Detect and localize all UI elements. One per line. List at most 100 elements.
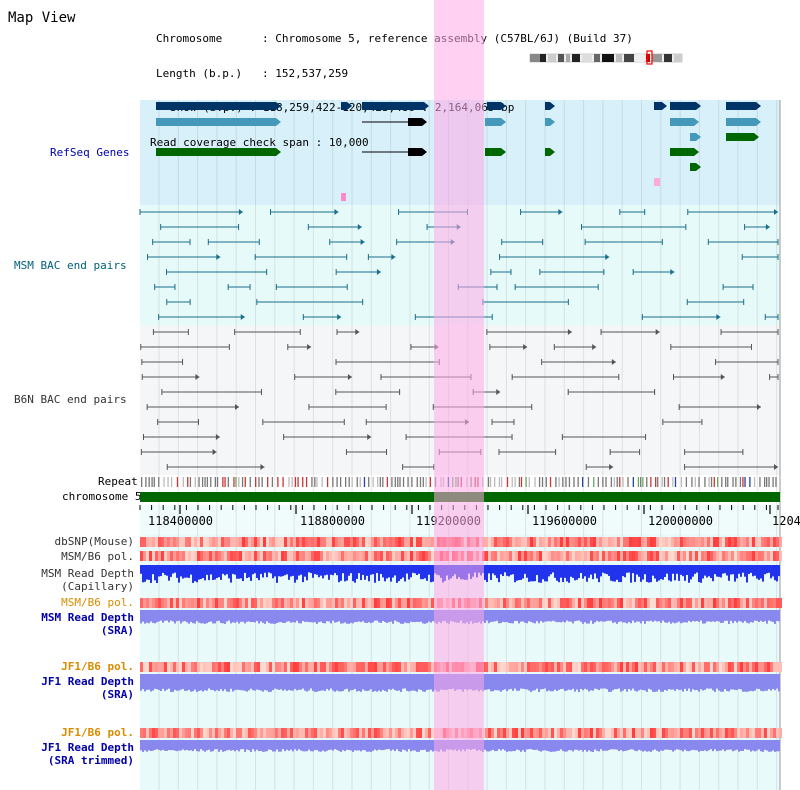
jf1-b6-pol-heat [641, 662, 644, 672]
b6n-bac-pair-end [260, 464, 265, 470]
msm-read-depth-capillary-bar [270, 565, 272, 574]
msm-b6-pol-2-heat [674, 598, 677, 608]
msm-b6-pol-2-heat [236, 598, 239, 608]
jf1-read-depth-sra-label[interactable]: JF1 Read Depth (SRA) [41, 675, 134, 701]
msm-b6-pol-heat [719, 551, 722, 561]
b6n-bac-label[interactable]: B6N BAC end pairs [14, 393, 127, 406]
jf1-b6-pol-heat [344, 662, 347, 672]
jf1-b6-pol-heat [719, 662, 722, 672]
jf1-read-depth-sra-bar [580, 674, 582, 689]
msm-b6-pol-2-heat [206, 598, 209, 608]
jf1-b6-pol-heat [497, 662, 500, 672]
msm-read-depth-capillary-bar [202, 565, 204, 579]
jf1-read-depth-sra-bar [280, 674, 282, 690]
msm-read-depth-capillary-bar [226, 565, 228, 575]
jf1-read-depth-trimmed-bar [328, 740, 330, 750]
gene-dark-arrow [424, 102, 429, 110]
msm-b6-pol-heat [428, 551, 431, 561]
repeat-mark [297, 477, 299, 487]
msm-read-depth-sra-bar [224, 610, 226, 624]
ideogram-band [530, 54, 540, 62]
jf1-b6-pol-2-label[interactable]: JF1/B6 pol. [61, 726, 134, 739]
repeat-label[interactable]: Repeat [98, 475, 138, 488]
jf1-read-depth-trimmed-bar [188, 740, 190, 751]
jf1-read-depth-trimmed-bar [232, 740, 234, 751]
jf1-read-depth-sra-bar [510, 674, 512, 689]
msm-read-depth-sra-bar [152, 610, 154, 623]
dbsnp-heat [230, 537, 233, 547]
msm-read-depth-sra-bar [662, 610, 664, 621]
jf1-read-depth-trimmed-bar [516, 740, 518, 750]
msm-read-depth-sra-bar [484, 610, 486, 623]
jf1-read-depth-sra-bar [652, 674, 654, 692]
msm-read-depth-capillary-bar [418, 565, 420, 574]
jf1-read-depth-trimmed-bar [628, 740, 630, 750]
jf1-b6-pol-2-heat [230, 728, 233, 738]
dbsnp-heat [767, 537, 770, 547]
repeat-mark [316, 477, 318, 487]
repeat-mark [141, 477, 143, 487]
msm-b6-pol-heat [278, 551, 281, 561]
msm-b6-pol-2-heat [551, 598, 554, 608]
msm-b6-pol-2-heat [410, 598, 413, 608]
msm-read-depth-sra-bar [268, 610, 270, 623]
jf1-b6-pol-heat [203, 662, 206, 672]
ideogram-band [652, 54, 662, 62]
dbsnp-label[interactable]: dbSNP(Mouse) [54, 535, 134, 548]
jf1-b6-pol-heat [668, 662, 671, 672]
jf1-read-depth-sra-bar [420, 674, 422, 690]
msm-read-depth-capillary-bar [290, 565, 292, 577]
jf1-read-depth-sra-bar [370, 674, 372, 690]
jf1-read-depth-sra-bar [240, 674, 242, 691]
msm-read-depth-capillary-bar [368, 565, 370, 582]
msm-b6-pol-2-heat [491, 598, 494, 608]
msm-read-depth-sra-bar [518, 610, 520, 624]
dbsnp-heat [689, 537, 692, 547]
msm-b6-pol-2-heat [419, 598, 422, 608]
selection-highlight[interactable] [434, 0, 484, 790]
jf1-read-depth-sra-line1: JF1 Read Depth [41, 675, 134, 688]
repeat-mark [402, 477, 405, 487]
msm-read-depth-sra-label[interactable]: MSM Read Depth (SRA) [41, 611, 134, 637]
refseq-label[interactable]: RefSeq Genes [50, 146, 130, 159]
msm-b6-pol-2-heat [563, 598, 566, 608]
msm-read-depth-capillary-bar [648, 565, 650, 583]
dbsnp-heat [260, 537, 263, 547]
msm-b6-pol-heat [650, 551, 653, 561]
msm-read-depth-sra-bar [260, 610, 262, 622]
repeat-mark [708, 477, 710, 487]
jf1-read-depth-trimmed-label[interactable]: JF1 Read Depth (SRA trimmed) [41, 741, 134, 767]
msm-b6-pol-label[interactable]: MSM/B6 pol. [61, 550, 134, 563]
jf1-read-depth-trimmed-bar [616, 740, 618, 750]
msm-read-depth-sra-bar [670, 610, 672, 624]
msm-read-depth-capillary-bar [224, 565, 226, 576]
msm-read-depth-sra-bar [344, 610, 346, 623]
jf1-b6-pol-heat [179, 662, 182, 672]
msm-bac-label[interactable]: MSM BAC end pairs [14, 259, 127, 272]
msm-read-depth-capillary-bar [158, 565, 160, 577]
jf1-b6-pol-label[interactable]: JF1/B6 pol. [61, 660, 134, 673]
jf1-b6-pol-2-heat [614, 728, 617, 738]
msm-read-depth-sra-bar [208, 610, 210, 623]
jf1-b6-pol-heat [692, 662, 695, 672]
msm-read-depth-sra-bar [578, 610, 580, 621]
jf1-b6-pol-2-heat [158, 728, 161, 738]
msm-read-depth-capillary-label[interactable]: MSM Read Depth (Capillary) [41, 567, 134, 593]
msm-b6-pol-heat [632, 551, 635, 561]
msm-b6-pol-heat [416, 551, 419, 561]
msm-b6-pol-heat [335, 551, 338, 561]
jf1-read-depth-sra-bar [382, 674, 384, 690]
dbsnp-heat [770, 537, 773, 547]
msm-b6-pol-heat [542, 551, 545, 561]
jf1-read-depth-sra-bar [616, 674, 618, 690]
msm-b6-pol-2-label[interactable]: MSM/B6 pol. [61, 596, 134, 609]
jf1-read-depth-trimmed-bar [734, 740, 736, 751]
chromosome-label[interactable]: chromosome 5 [62, 490, 142, 503]
jf1-b6-pol-2-heat [320, 728, 323, 738]
gene-light-arrow [756, 118, 761, 126]
msm-read-depth-sra-bar [232, 610, 234, 623]
jf1-b6-pol-heat [389, 662, 392, 672]
jf1-read-depth-sra-bar [758, 674, 760, 689]
msm-b6-pol-heat [383, 551, 386, 561]
